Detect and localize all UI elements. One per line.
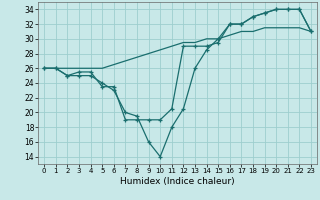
X-axis label: Humidex (Indice chaleur): Humidex (Indice chaleur) bbox=[120, 177, 235, 186]
